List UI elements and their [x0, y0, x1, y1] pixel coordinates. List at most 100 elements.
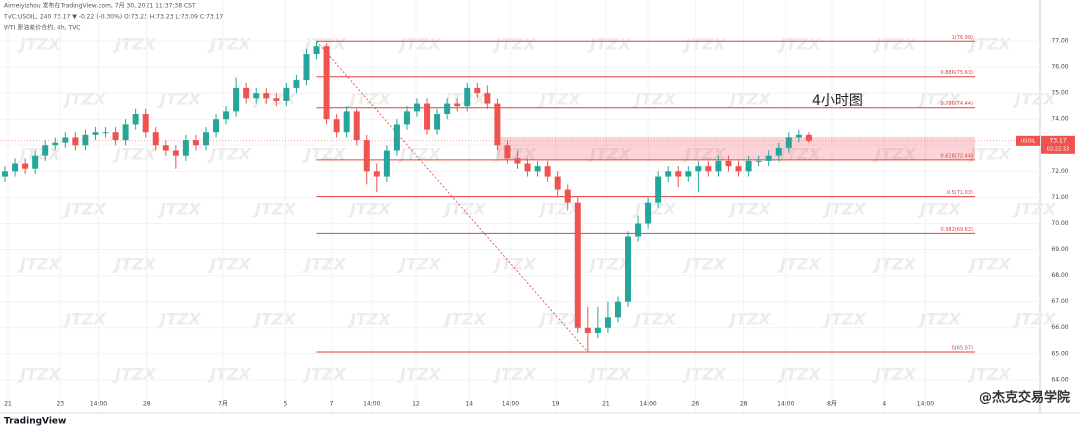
candle-body	[584, 327, 591, 333]
trend-line	[316, 40, 589, 353]
background-watermark: JTZX	[822, 200, 866, 219]
candle-body	[524, 163, 531, 172]
y-tick-label: 74.00	[1051, 116, 1068, 123]
candle-body	[353, 111, 360, 141]
background-watermark: JTZX	[967, 365, 1011, 384]
background-watermark: JTZX	[967, 255, 1011, 274]
candle-body	[303, 54, 310, 81]
y-tick-label: 72.00	[1051, 168, 1068, 175]
candle-body	[554, 176, 561, 190]
background-watermark: JTZX	[157, 200, 201, 219]
x-tick-label: 23	[56, 401, 64, 408]
candle-body	[424, 103, 431, 130]
background-watermark: JTZX	[967, 145, 1011, 164]
candle-body	[323, 46, 330, 120]
candle-body	[22, 163, 29, 169]
y-tick-label: 71.00	[1051, 194, 1068, 201]
x-tick-label: 12	[412, 401, 420, 408]
candle-body	[805, 134, 812, 141]
fib-label: 0.618(72.44)	[940, 153, 973, 159]
background-watermark: JTZX	[822, 310, 866, 329]
instrument: WTI 原油差价合约, 4h, TVC	[4, 24, 80, 32]
candle-body	[705, 166, 712, 172]
x-tick-label: 14:00	[639, 401, 656, 408]
background-watermark: JTZX	[442, 90, 486, 109]
background-watermark: JTZX	[872, 255, 916, 274]
background-watermark: JTZX	[492, 365, 536, 384]
background-watermark: JTZX	[682, 255, 726, 274]
background-watermark: JTZX	[727, 310, 771, 329]
fib-label: 1(76.99)	[952, 35, 973, 41]
candle-body	[765, 155, 772, 161]
fib-label: 0.886(75.63)	[940, 70, 973, 76]
x-tick-label: 5	[283, 401, 287, 408]
x-tick-label: 7	[330, 401, 334, 408]
background-watermark: JTZX	[727, 200, 771, 219]
background-watermark: JTZX	[587, 35, 631, 54]
candle-body	[635, 223, 642, 237]
background-watermark: JTZX	[1012, 310, 1056, 329]
background-watermark: JTZX	[302, 255, 346, 274]
x-tick-label: 14:00	[502, 401, 519, 408]
x-tick-label: 14	[465, 401, 473, 408]
candle-body	[102, 132, 109, 134]
background-watermark: JTZX	[347, 200, 391, 219]
candle-body	[735, 166, 742, 172]
candle-body	[263, 93, 270, 99]
candle-body	[92, 132, 99, 135]
candle-body	[775, 147, 782, 156]
background-watermark: JTZX	[397, 145, 441, 164]
background-watermark: JTZX	[347, 310, 391, 329]
background-watermark: JTZX	[632, 200, 676, 219]
candle-body	[795, 134, 802, 138]
x-tick-label: 19	[552, 401, 560, 408]
x-tick-label: 4	[882, 401, 886, 408]
candle-body	[655, 176, 662, 203]
candle-body	[614, 301, 621, 318]
candle-body	[122, 124, 129, 141]
symbol-tag: USOIL	[1020, 138, 1035, 144]
y-tick-label: 77.00	[1051, 37, 1068, 44]
candle-body	[152, 132, 159, 146]
background-watermark: JTZX	[302, 145, 346, 164]
background-watermark: JTZX	[397, 365, 441, 384]
candle-body	[213, 119, 220, 133]
candle-body	[243, 87, 250, 99]
background-watermark: JTZX	[17, 35, 61, 54]
background-watermark: JTZX	[492, 35, 536, 54]
candle-body	[514, 158, 521, 164]
x-tick-label: 26	[692, 401, 700, 408]
candle-body	[755, 160, 762, 162]
fib-label: 0.382(69.62)	[940, 227, 973, 233]
candle-body	[12, 163, 19, 172]
background-watermark: JTZX	[632, 310, 676, 329]
x-tick-label: 21	[602, 401, 610, 408]
candle-body	[343, 111, 350, 133]
background-watermark: JTZX	[917, 310, 961, 329]
watermark: @杰克交易学院	[979, 390, 1070, 406]
candle-body	[363, 140, 370, 172]
background-watermark: JTZX	[492, 255, 536, 274]
background-watermark: JTZX	[587, 145, 631, 164]
background-watermark: JTZX	[112, 255, 156, 274]
candle-body	[82, 134, 89, 146]
y-tick-label: 67.00	[1051, 298, 1068, 305]
candle-body	[52, 142, 59, 146]
x-tick-label: 14:00	[90, 401, 107, 408]
background-watermark: JTZX	[632, 90, 676, 109]
annotation: 4小时图	[812, 93, 863, 109]
candle-body	[403, 111, 410, 125]
background-watermark: JTZX	[157, 90, 201, 109]
x-tick-label: 28	[740, 401, 748, 408]
x-tick-label: 7月	[218, 401, 228, 408]
candle-body	[675, 171, 682, 177]
candle-body	[414, 103, 421, 112]
candle-body	[72, 137, 79, 146]
background-watermark: JTZX	[157, 310, 201, 329]
candle-body	[2, 171, 9, 177]
background-watermark: JTZX	[17, 255, 61, 274]
background-watermark: JTZX	[682, 365, 726, 384]
x-tick-label: 14:00	[777, 401, 794, 408]
x-tick-label: 8月	[827, 401, 837, 408]
